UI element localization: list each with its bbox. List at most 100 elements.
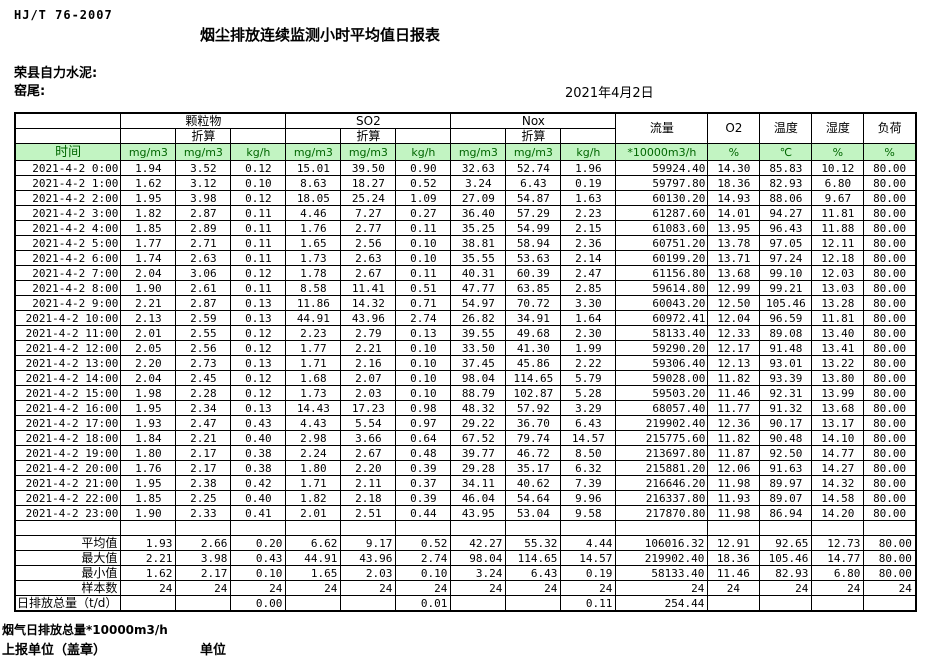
value-cell: 90.48 — [759, 430, 813, 446]
summary-row: 平均值 1.93 2.66 0.20 6.62 9.17 0.52 42.27 55.32 4.4… — [14, 535, 917, 551]
header-row-units: 时间 mg/m3 mg/m3 kg/h mg/m3 mg/m3 kg/h mg/… — [14, 143, 917, 161]
value-cell: 3.66 — [340, 430, 397, 446]
summary-value-cell — [707, 595, 761, 612]
table-row: 2021-4-2 18:00 1.84 2.21 0.40 2.98 3.66 0.64 67… — [14, 430, 917, 446]
header-humidity: 湿度 — [811, 112, 865, 144]
table-row: 2021-4-2 19:00 1.80 2.17 0.38 2.24 2.67 0.48 39… — [14, 445, 917, 461]
value-cell: 0.98 — [395, 400, 452, 416]
value-cell: 2.21 — [175, 430, 232, 446]
time-cell: 2021-4-2 8:00 — [14, 280, 122, 296]
summary-value-cell: 219902.40 — [615, 550, 709, 566]
summary-label: 最小值 — [14, 565, 122, 581]
summary-value-cell: 0.00 — [230, 595, 287, 612]
time-cell: 2021-4-2 22:00 — [14, 490, 122, 506]
value-cell: 5.79 — [560, 370, 617, 386]
value-cell: 92.50 — [759, 445, 813, 461]
time-cell: 2021-4-2 5:00 — [14, 235, 122, 251]
header-flow: 流量 — [615, 112, 709, 144]
company-name: 荣县自力水泥: — [14, 66, 98, 81]
summary-label: 最大值 — [14, 550, 122, 566]
summary-value-cell: 12.73 — [811, 535, 865, 551]
value-cell: 35.25 — [450, 220, 507, 236]
summary-value-cell: 1.93 — [120, 535, 177, 551]
blank-cell — [505, 520, 562, 536]
value-cell: 1.95 — [120, 400, 177, 416]
header-row-groups: 颗粒物 SO2 Nox 流量 O2 温度 湿度 负荷 — [14, 112, 917, 144]
value-cell: 217870.80 — [615, 505, 709, 521]
value-cell: 2.03 — [340, 385, 397, 401]
table-row: 2021-4-2 7:00 2.04 3.06 0.12 1.78 2.67 0.11 40.… — [14, 265, 917, 281]
value-cell: 0.97 — [395, 415, 452, 431]
value-cell: 13.68 — [811, 400, 865, 416]
value-cell: 0.13 — [230, 355, 287, 371]
value-cell: 32.63 — [450, 160, 507, 176]
value-cell: 2.11 — [340, 475, 397, 491]
value-cell: 11.98 — [707, 505, 761, 521]
value-cell: 46.04 — [450, 490, 507, 506]
value-cell: 11.46 — [707, 385, 761, 401]
value-cell: 2.16 — [340, 355, 397, 371]
value-cell: 35.17 — [505, 460, 562, 476]
value-cell: 86.94 — [759, 505, 813, 521]
value-cell: 2.36 — [560, 235, 617, 251]
header-blank-cell — [560, 128, 617, 144]
value-cell: 80.00 — [863, 385, 917, 401]
value-cell: 2.21 — [340, 340, 397, 356]
value-cell: 89.97 — [759, 475, 813, 491]
value-cell: 27.09 — [450, 190, 507, 206]
value-cell: 43.95 — [450, 505, 507, 521]
time-cell: 2021-4-2 13:00 — [14, 355, 122, 371]
value-cell: 57.92 — [505, 400, 562, 416]
summary-row: 日排放总量（t/d） 0.00 0.01 0.11 254.44 — [14, 595, 917, 612]
value-cell: 14.32 — [811, 475, 865, 491]
value-cell: 80.00 — [863, 475, 917, 491]
value-cell: 11.77 — [707, 400, 761, 416]
value-cell: 61156.80 — [615, 265, 709, 281]
value-cell: 2.55 — [175, 325, 232, 341]
value-cell: 80.00 — [863, 265, 917, 281]
value-cell: 11.87 — [707, 445, 761, 461]
time-cell: 2021-4-2 0:00 — [14, 160, 122, 176]
value-cell: 18.27 — [340, 175, 397, 191]
blank-cell — [863, 520, 917, 536]
value-cell: 80.00 — [863, 175, 917, 191]
value-cell: 38.81 — [450, 235, 507, 251]
value-cell: 2.04 — [120, 265, 177, 281]
value-cell: 0.40 — [230, 490, 287, 506]
summary-value-cell — [811, 595, 865, 612]
summary-value-cell: 80.00 — [863, 535, 917, 551]
value-cell: 59797.80 — [615, 175, 709, 191]
value-cell: 39.50 — [340, 160, 397, 176]
value-cell: 40.31 — [450, 265, 507, 281]
value-cell: 2.45 — [175, 370, 232, 386]
table-row: 2021-4-2 12:00 2.05 2.56 0.12 1.77 2.21 0.10 33… — [14, 340, 917, 356]
value-cell: 34.91 — [505, 310, 562, 326]
value-cell: 0.12 — [230, 265, 287, 281]
value-cell: 80.00 — [863, 415, 917, 431]
value-cell: 12.13 — [707, 355, 761, 371]
value-cell: 3.52 — [175, 160, 232, 176]
value-cell: 2.47 — [560, 265, 617, 281]
value-cell: 91.48 — [759, 340, 813, 356]
summary-value-cell: 80.00 — [863, 550, 917, 566]
table-row: 2021-4-2 17:00 1.93 2.47 0.43 4.43 5.54 0.97 29… — [14, 415, 917, 431]
table-row: 2021-4-2 21:00 1.95 2.38 0.42 1.71 2.11 0.37 34… — [14, 475, 917, 491]
value-cell: 61287.60 — [615, 205, 709, 221]
time-cell: 2021-4-2 4:00 — [14, 220, 122, 236]
value-cell: 2.18 — [340, 490, 397, 506]
value-cell: 0.42 — [230, 475, 287, 491]
value-cell: 2.67 — [340, 445, 397, 461]
value-cell: 80.00 — [863, 400, 917, 416]
value-cell: 1.82 — [285, 490, 342, 506]
value-cell: 1.76 — [285, 220, 342, 236]
summary-value-cell: 43.96 — [340, 550, 397, 566]
value-cell: 6.43 — [560, 415, 617, 431]
value-cell: 99.10 — [759, 265, 813, 281]
value-cell: 0.10 — [395, 370, 452, 386]
value-cell: 0.11 — [230, 220, 287, 236]
blank-cell — [615, 520, 709, 536]
value-cell: 80.00 — [863, 205, 917, 221]
unit-cell: mg/m3 — [120, 143, 177, 161]
value-cell: 93.01 — [759, 355, 813, 371]
value-cell: 0.39 — [395, 490, 452, 506]
